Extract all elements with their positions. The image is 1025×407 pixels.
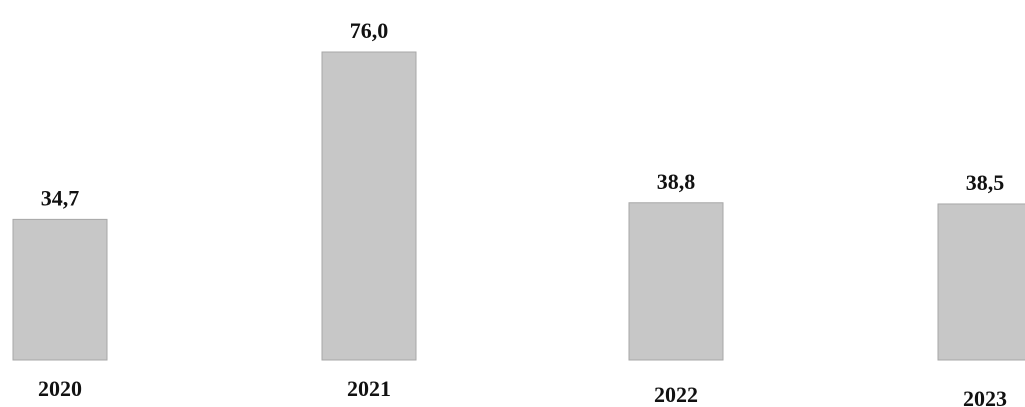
data-label-2021: 76,0 <box>350 18 389 43</box>
bar-2021 <box>321 51 417 361</box>
x-tick-label-2020: 2020 <box>38 376 82 401</box>
x-tick-label-2023: 2023 <box>963 386 1007 407</box>
x-tick-label-2022: 2022 <box>654 382 698 407</box>
data-label-2022: 38,8 <box>657 169 696 194</box>
x-tick-label-2021: 2021 <box>347 376 391 401</box>
bar-2022 <box>628 202 724 361</box>
bar-2020 <box>12 218 108 361</box>
bar-2023 <box>937 203 1025 361</box>
data-label-2023: 38,5 <box>966 170 1005 195</box>
data-label-2020: 34,7 <box>41 185 80 210</box>
